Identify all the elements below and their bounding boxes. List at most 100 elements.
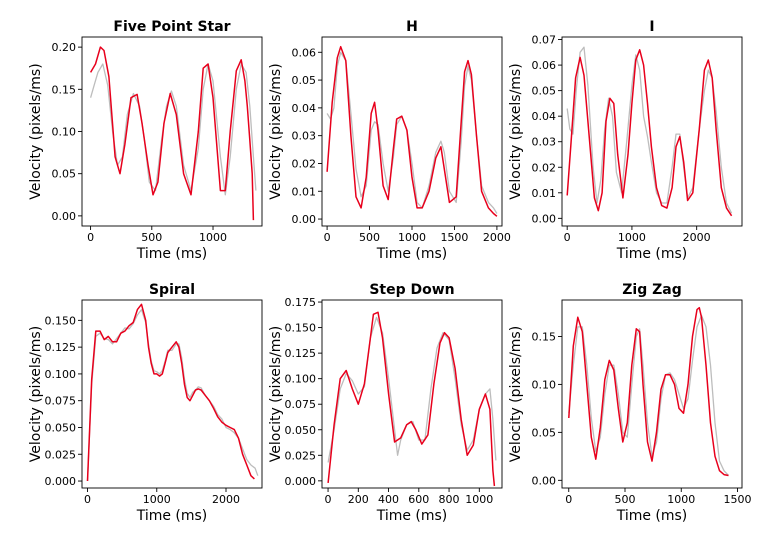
x-tick-label: 500 <box>141 231 162 244</box>
primary-series-line <box>326 45 498 217</box>
y-tick-label: 0.06 <box>292 46 317 59</box>
y-tick-label: 0.000 <box>285 475 317 488</box>
x-tick-label: 1000 <box>667 493 695 506</box>
y-tick-label: 0.000 <box>45 475 77 488</box>
y-axis-label: Velocity (pixels/ms) <box>28 63 44 199</box>
y-tick-label: 0.050 <box>45 421 77 434</box>
y-tick-label: 0.01 <box>532 187 557 200</box>
reference-series-line <box>86 308 259 482</box>
x-tick-label: 1500 <box>724 493 752 506</box>
y-tick-label: 0.02 <box>292 157 317 170</box>
x-tick-label: 1000 <box>143 493 171 506</box>
x-tick-label: 200 <box>348 493 369 506</box>
y-tick-label: 0.15 <box>52 83 77 96</box>
reference-series-line <box>566 46 733 214</box>
y-tick-label: 0.150 <box>285 322 317 335</box>
y-tick-label: 0.00 <box>292 213 317 226</box>
x-tick-label: 0 <box>87 231 94 244</box>
panel-title: Zig Zag <box>622 282 681 298</box>
y-tick-label: 0.150 <box>45 314 77 327</box>
panel-title: Spiral <box>149 282 195 298</box>
y-tick-label: 0.10 <box>52 126 77 139</box>
y-tick-label: 0.05 <box>532 85 557 98</box>
y-tick-label: 0.075 <box>285 398 317 411</box>
y-tick-label: 0.04 <box>532 110 557 123</box>
x-axis-label: Time (ms) <box>136 508 208 524</box>
panel-title: Step Down <box>369 282 454 298</box>
y-tick-label: 0.20 <box>52 41 77 54</box>
y-tick-label: 0.07 <box>532 34 557 47</box>
panel-title: Five Point Star <box>113 19 230 35</box>
x-tick-label: 1500 <box>440 231 468 244</box>
chart-panel: 0 500 1000 1500 0.00 0.05 0.10 0.15 Zig Zag Time … <box>508 282 752 524</box>
x-tick-label: 2000 <box>683 231 711 244</box>
y-tick-label: 0.06 <box>532 59 557 72</box>
y-tick-label: 0.125 <box>45 341 77 354</box>
y-axis-label: Velocity (pixels/ms) <box>508 63 524 199</box>
axes-frame <box>321 36 503 227</box>
x-tick-label: 800 <box>439 493 460 506</box>
axes-frame <box>81 299 263 489</box>
axes-frame <box>561 299 743 489</box>
primary-series-line <box>86 303 255 482</box>
y-tick-label: 0.125 <box>285 347 317 360</box>
primary-series-line <box>89 46 255 221</box>
x-axis-label: Time (ms) <box>376 246 448 262</box>
y-axis-label: Velocity (pixels/ms) <box>268 326 284 462</box>
y-tick-label: 0.00 <box>532 212 557 225</box>
y-tick-label: 0.15 <box>532 330 557 343</box>
y-tick-label: 0.01 <box>292 185 317 198</box>
x-tick-label: 0 <box>324 231 331 244</box>
chart-panel: 0 500 1000 1500 2000 0.00 0.01 0.02 0.03 0.04 0.05… <box>268 19 511 262</box>
y-tick-label: 0.025 <box>45 448 77 461</box>
x-axis-label: Time (ms) <box>376 508 448 524</box>
chart-panel: 0 500 1000 0.00 0.05 0.10 0.15 0.20 Five Point S… <box>28 19 263 262</box>
x-tick-label: 0 <box>84 493 91 506</box>
y-tick-label: 0.075 <box>45 395 77 408</box>
y-tick-label: 0.03 <box>292 130 317 143</box>
y-tick-label: 0.05 <box>52 168 77 181</box>
axes-frame <box>561 36 743 227</box>
y-tick-label: 0.050 <box>285 424 317 437</box>
y-tick-label: 0.02 <box>532 161 557 174</box>
x-axis-label: Time (ms) <box>616 246 688 262</box>
axes-frame <box>321 299 503 489</box>
y-tick-label: 0.100 <box>285 373 317 386</box>
chart-panel: 0 200 400 600 800 1000 0.000 0.025 0.050 0.075 0.1… <box>268 282 503 524</box>
primary-series-line <box>568 306 729 477</box>
y-tick-label: 0.00 <box>532 474 557 487</box>
x-tick-label: 0 <box>565 493 572 506</box>
y-axis-label: Velocity (pixels/ms) <box>508 326 524 462</box>
x-tick-label: 2000 <box>483 231 511 244</box>
axes-frame <box>81 36 263 227</box>
y-tick-label: 0.05 <box>292 74 317 87</box>
y-tick-label: 0.03 <box>532 136 557 149</box>
primary-series-line <box>327 311 496 487</box>
panel-title: I <box>649 19 654 35</box>
y-axis-label: Velocity (pixels/ms) <box>268 63 284 199</box>
reference-series-line <box>568 314 729 476</box>
x-tick-label: 1000 <box>465 493 493 506</box>
x-tick-label: 1000 <box>618 231 646 244</box>
chart-panel: 0 1000 2000 0.000 0.025 0.050 0.075 0.100 0.125 0… <box>28 282 263 524</box>
x-tick-label: 500 <box>615 493 636 506</box>
x-tick-label: 500 <box>359 231 380 244</box>
primary-series-line <box>566 49 733 217</box>
y-tick-label: 0.10 <box>532 378 557 391</box>
y-tick-label: 0.05 <box>532 426 557 439</box>
y-tick-label: 0.175 <box>285 296 317 309</box>
y-tick-label: 0.100 <box>45 368 77 381</box>
y-axis-label: Velocity (pixels/ms) <box>28 326 44 462</box>
x-tick-label: 0 <box>564 231 571 244</box>
y-tick-label: 0.025 <box>285 449 317 462</box>
reference-series-line <box>327 316 497 463</box>
x-tick-label: 400 <box>378 493 399 506</box>
y-tick-label: 0.04 <box>292 102 317 115</box>
x-tick-label: 600 <box>408 493 429 506</box>
x-axis-label: Time (ms) <box>136 246 208 262</box>
x-axis-label: Time (ms) <box>616 508 688 524</box>
x-tick-label: 1000 <box>199 231 227 244</box>
chart-panel: 0 1000 2000 0.00 0.01 0.02 0.03 0.04 0.05 0.06 0.0… <box>508 19 743 262</box>
x-tick-label: 1000 <box>398 231 426 244</box>
